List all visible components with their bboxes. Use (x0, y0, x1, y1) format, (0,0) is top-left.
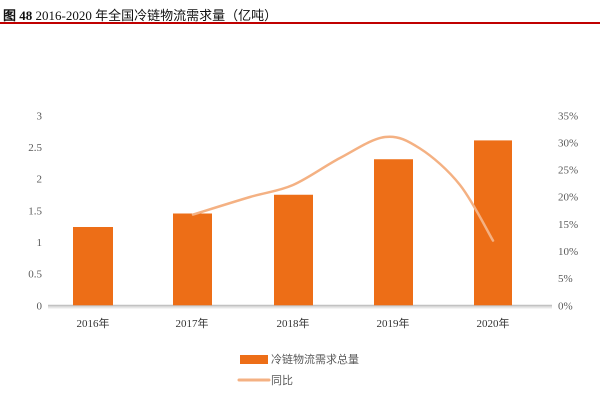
svg-text:1.5: 1.5 (28, 205, 42, 217)
svg-text:2.5: 2.5 (28, 142, 42, 154)
svg-text:3: 3 (37, 110, 43, 122)
svg-text:15%: 15% (558, 219, 578, 231)
svg-text:1: 1 (37, 237, 43, 249)
svg-text:25%: 25% (558, 165, 578, 177)
svg-text:2017年: 2017年 (176, 316, 209, 330)
svg-text:冷链物流需求总量: 冷链物流需求总量 (271, 352, 359, 366)
svg-text:5%: 5% (558, 273, 573, 285)
svg-text:35%: 35% (558, 110, 578, 122)
svg-text:同比: 同比 (271, 374, 293, 387)
svg-text:0.5: 0.5 (28, 269, 42, 281)
svg-text:2: 2 (37, 174, 43, 186)
svg-text:2018年: 2018年 (277, 316, 310, 330)
svg-text:0%: 0% (558, 300, 573, 312)
svg-text:10%: 10% (558, 246, 578, 258)
svg-text:2016年: 2016年 (77, 316, 110, 330)
svg-text:2019年: 2019年 (377, 316, 410, 330)
svg-text:20%: 20% (558, 192, 578, 204)
svg-text:2020年: 2020年 (477, 316, 510, 330)
svg-text:0: 0 (37, 300, 43, 312)
svg-text:30%: 30% (558, 137, 578, 149)
